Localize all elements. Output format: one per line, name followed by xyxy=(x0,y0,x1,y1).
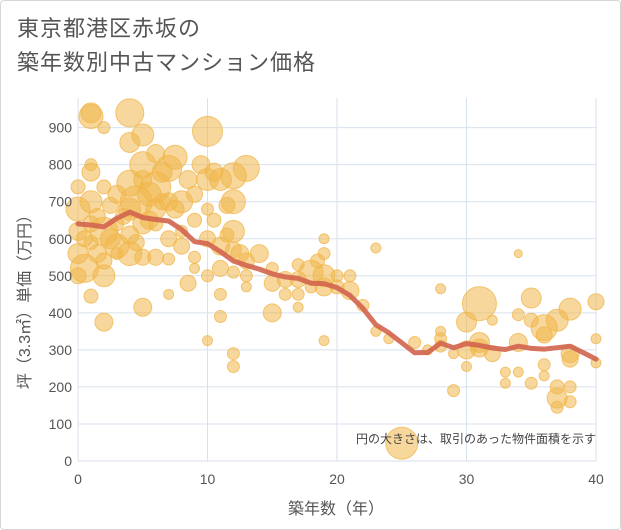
data-bubble xyxy=(226,265,240,279)
data-bubble xyxy=(563,395,577,409)
data-bubble xyxy=(189,262,201,274)
y-tick-label: 600 xyxy=(49,231,73,247)
data-bubble xyxy=(590,333,602,345)
chart-title: 東京都港区赤坂の 築年数別中古マンション価格 xyxy=(17,17,317,76)
data-bubble xyxy=(131,123,155,147)
data-bubble xyxy=(115,98,145,128)
data-bubble xyxy=(240,281,252,293)
data-bubble xyxy=(513,249,523,259)
data-bubble xyxy=(318,233,330,245)
data-bubble xyxy=(292,301,304,313)
data-bubble xyxy=(537,358,551,372)
data-bubble xyxy=(186,185,204,203)
data-bubble xyxy=(587,293,605,311)
data-bubble xyxy=(160,230,178,248)
data-bubble xyxy=(558,297,582,321)
data-bubble xyxy=(447,384,461,398)
data-bubble xyxy=(213,287,227,301)
x-tick-label: 30 xyxy=(459,471,475,487)
data-bubble xyxy=(192,115,223,147)
x-tick-label: 10 xyxy=(200,471,216,487)
y-tick-label: 200 xyxy=(49,379,73,395)
data-bubble xyxy=(499,366,511,378)
x-tick-label: 20 xyxy=(329,471,345,487)
data-bubble xyxy=(511,308,525,322)
data-bubble xyxy=(520,287,542,309)
data-bubble xyxy=(83,288,99,304)
y-tick-label: 700 xyxy=(49,194,73,210)
data-bubble xyxy=(80,102,102,124)
y-tick-label: 400 xyxy=(49,305,73,321)
data-bubble xyxy=(173,237,191,255)
data-bubble xyxy=(538,370,550,382)
data-bubble xyxy=(239,269,253,283)
data-bubble xyxy=(94,312,114,332)
bubble-layer xyxy=(65,98,605,460)
data-bubble xyxy=(201,202,214,216)
data-bubble xyxy=(318,335,330,347)
y-tick-label: 900 xyxy=(49,120,73,136)
data-bubble xyxy=(563,380,577,394)
trend-line xyxy=(75,209,599,362)
x-axis-label: 築年数（年） xyxy=(288,500,384,518)
y-tick-label: 800 xyxy=(49,157,73,173)
data-bubble xyxy=(188,250,202,264)
data-bubble xyxy=(97,121,111,135)
data-bubble xyxy=(147,248,165,266)
data-bubble xyxy=(550,400,564,414)
data-bubble xyxy=(133,297,153,317)
data-bubble xyxy=(127,233,145,251)
data-bubble xyxy=(201,269,214,283)
data-bubble xyxy=(461,286,497,322)
data-bubble xyxy=(187,212,203,228)
data-bubble xyxy=(343,269,357,283)
data-bubble xyxy=(162,252,176,266)
data-bubble xyxy=(291,287,305,301)
y-tick-label: 500 xyxy=(49,268,73,284)
data-bubble xyxy=(232,154,260,182)
data-bubble xyxy=(278,287,292,301)
y-tick-label: 0 xyxy=(64,453,72,469)
data-bubble xyxy=(221,219,245,243)
data-bubble xyxy=(249,244,269,264)
data-bubble xyxy=(70,179,86,195)
axes: 0 100 200 300 400 500 600 700 800 900 0 10 20 30 40 xyxy=(49,120,604,487)
data-bubble xyxy=(179,274,197,292)
data-bubble xyxy=(178,169,198,189)
data-bubble xyxy=(162,144,188,170)
data-bubble xyxy=(524,376,538,390)
data-bubble xyxy=(84,158,98,172)
data-bubble xyxy=(96,179,112,195)
data-bubble xyxy=(95,252,113,270)
x-tick-label: 40 xyxy=(588,471,604,487)
data-bubble xyxy=(499,377,511,389)
data-bubble xyxy=(408,335,422,349)
data-bubble xyxy=(317,247,331,261)
data-bubble xyxy=(435,283,447,295)
data-bubble xyxy=(220,189,246,215)
data-bubble xyxy=(226,347,240,361)
data-bubble xyxy=(202,335,213,347)
y-tick-label: 300 xyxy=(49,342,73,358)
y-tick-label: 100 xyxy=(49,416,73,432)
data-bubble xyxy=(226,360,240,374)
y-axis-label: 坪（3.3㎡）単価（万円） xyxy=(16,207,34,389)
x-tick-label: 0 xyxy=(74,471,82,487)
data-bubble xyxy=(486,314,498,326)
data-bubble xyxy=(512,366,524,378)
data-bubble xyxy=(535,326,553,344)
data-bubble xyxy=(461,361,472,373)
data-bubble xyxy=(163,288,175,300)
data-bubble xyxy=(370,242,382,254)
data-bubble xyxy=(385,426,419,460)
data-bubble xyxy=(206,212,222,228)
data-bubble xyxy=(561,350,579,368)
data-bubble xyxy=(213,310,227,324)
data-bubble xyxy=(211,259,229,277)
bubble-size-note: 円の大きさは、取引のあった物件面積を示す xyxy=(356,431,596,446)
data-bubble xyxy=(262,303,282,323)
